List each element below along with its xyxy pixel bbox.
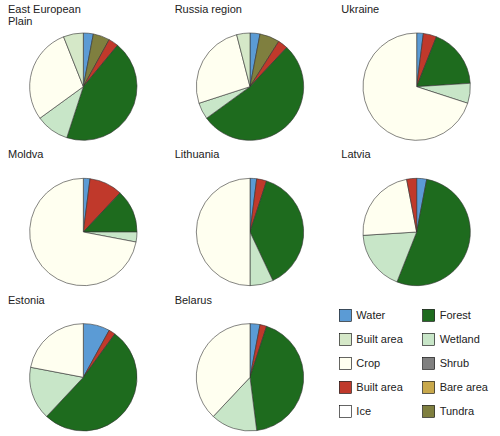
legend-label: Ice — [356, 405, 371, 417]
chart-title-line: Estonia — [8, 294, 46, 306]
chart-title-line: Russia region — [175, 3, 242, 15]
pie-slice — [407, 178, 417, 232]
chart-title-line: Lithuania — [175, 148, 221, 160]
chart-title: East EuropeanPlain — [8, 3, 81, 27]
pie-slice — [250, 326, 304, 430]
legend-label: Shrub — [440, 357, 469, 369]
pie-chart: Russia region — [175, 3, 304, 140]
pie-slice — [417, 37, 471, 87]
pie-slice — [30, 178, 136, 285]
pie-chart: East EuropeanPlain — [8, 3, 137, 140]
pie-slice — [363, 179, 417, 235]
legend-label: Tundra — [440, 405, 475, 417]
chart-title: Russia region — [175, 3, 242, 15]
legend-label: Built area — [356, 381, 403, 393]
legend-swatch — [423, 357, 435, 369]
legend-swatch — [339, 309, 351, 321]
legend-label: Forest — [440, 309, 471, 321]
chart-title: Belarus — [175, 294, 213, 306]
legend-label: Built area — [356, 333, 403, 345]
chart-title: Estonia — [8, 294, 46, 306]
chart-title: Moldva — [8, 148, 44, 160]
legend-label: Water — [356, 309, 385, 321]
pie-chart: Moldva — [8, 148, 137, 285]
chart-title-line: Latvia — [341, 148, 371, 160]
pie-chart: Latvia — [341, 148, 470, 285]
pie-slice — [196, 178, 250, 285]
legend-label: Crop — [356, 357, 380, 369]
pie-slice — [64, 33, 84, 87]
chart-title: Lithuania — [175, 148, 221, 160]
pie-slice — [237, 33, 250, 87]
chart-title-line: Ukraine — [341, 3, 379, 15]
pie-chart: Belarus — [175, 294, 304, 431]
legend-swatch — [339, 333, 351, 345]
legend-swatch — [339, 405, 351, 417]
chart-title: Latvia — [341, 148, 371, 160]
legend-swatch — [423, 381, 435, 393]
legend-swatch — [423, 309, 435, 321]
legend: Water Forest Built area Wetland Crop Shrub Bui… — [339, 309, 489, 417]
figure: East EuropeanPlain Russia region Ukraine Mo… — [0, 0, 500, 436]
legend-swatch — [423, 405, 435, 417]
chart-title-line: Plain — [8, 15, 32, 27]
legend-swatch — [339, 381, 351, 393]
chart-title-line: Belarus — [175, 294, 213, 306]
legend-label: Bare area — [440, 381, 489, 393]
pie-slice — [250, 232, 273, 286]
pie-chart: Ukraine — [341, 3, 470, 140]
pie-chart: Estonia — [8, 294, 137, 431]
chart-title-line: Moldva — [8, 148, 44, 160]
pie-chart: Lithuania — [175, 148, 304, 285]
legend-swatch — [339, 357, 351, 369]
pie-slice — [83, 193, 137, 232]
pie-slice — [363, 33, 468, 140]
pie-slice — [363, 232, 417, 282]
chart-title-line: East European — [8, 3, 81, 15]
pie-slice — [31, 324, 84, 378]
chart-title: Ukraine — [341, 3, 379, 15]
pie-slice — [196, 324, 250, 417]
legend-swatch — [423, 333, 435, 345]
legend-label: Wetland — [440, 333, 480, 345]
